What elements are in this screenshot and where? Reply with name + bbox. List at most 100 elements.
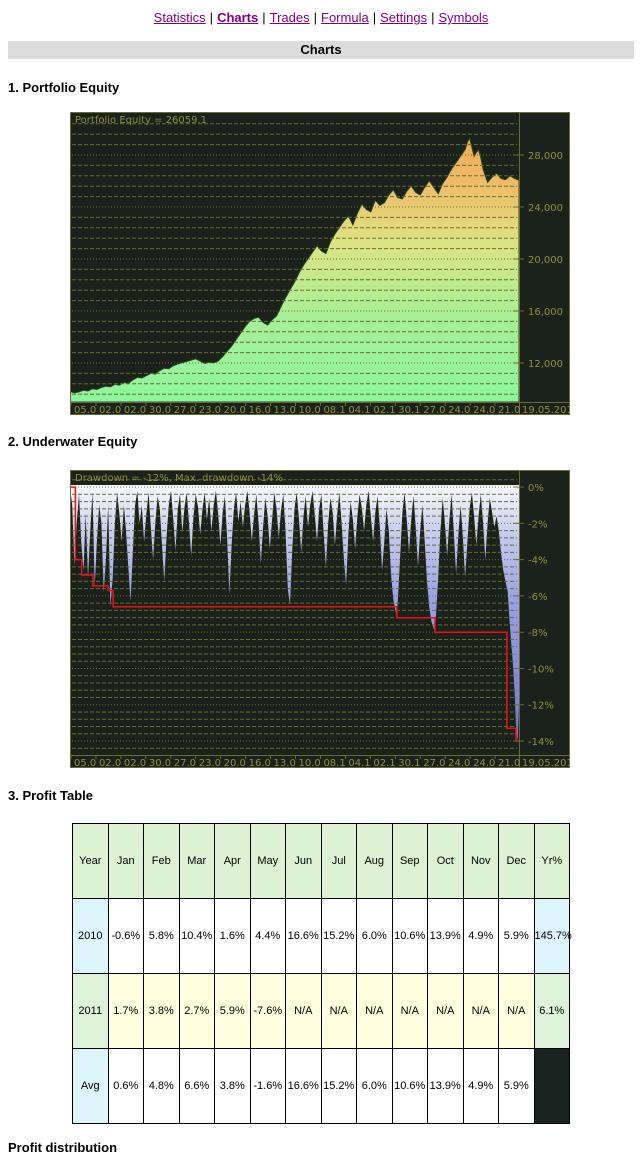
value-cell: 15.2% <box>320 1048 357 1124</box>
nav-link-formula[interactable]: Formula <box>321 10 369 25</box>
value-cell: N/A <box>391 973 428 1049</box>
column-header: Jan <box>107 823 144 899</box>
column-header: Feb <box>143 823 180 899</box>
x-axis-label: 30.0 <box>149 405 171 415</box>
underwater-equity-chart: 0% -2% -4% -6% -8% -10% -12% -14% 05.0 02.0 02.0 30… <box>70 470 570 768</box>
value-cell: 3.8% <box>214 1048 251 1124</box>
column-header: Sep <box>391 823 428 899</box>
max-drawdown-line <box>70 486 519 742</box>
value-cell: N/A <box>356 973 393 1049</box>
y-axis-label: 24,000 <box>528 203 563 214</box>
y-axis-label: -12% <box>528 701 554 712</box>
value-cell: 4.9% <box>462 1048 499 1124</box>
value-cell: 0.6% <box>107 1048 144 1124</box>
x-axis-label: 23.0 <box>199 758 221 768</box>
column-header: Yr% <box>533 823 570 899</box>
portfolio-equity-title: Portfolio Equity = 26059.1 <box>75 115 207 126</box>
y-axis-label: -10% <box>528 664 554 675</box>
section-heading-profit-table: 3. Profit Table <box>8 788 93 803</box>
value-cell: 5.9% <box>498 1048 535 1124</box>
section-heading-underwater-equity: 2. Underwater Equity <box>8 434 138 449</box>
column-header: Jun <box>285 823 322 899</box>
section-heading-profit-distribution: Profit distribution <box>8 1140 118 1155</box>
value-cell: 1.7% <box>107 973 144 1049</box>
value-cell: 5.9% <box>214 973 251 1049</box>
value-cell: 13.9% <box>427 898 464 974</box>
x-axis-label: 10.0 <box>299 758 321 768</box>
column-header: May <box>249 823 286 899</box>
value-cell: 6.0% <box>356 1048 393 1124</box>
x-axis-label: 30.0 <box>149 758 171 768</box>
value-cell: 4.8% <box>143 1048 180 1124</box>
x-axis-label: 24.0 <box>473 758 495 768</box>
x-axis-label: 24.0 <box>448 405 470 415</box>
x-axis-label: 02.1 <box>373 758 395 768</box>
underwater-equity-title: Drawdown = -12%, Max. drawdown -14% <box>75 473 283 484</box>
nav-separator: | <box>313 10 318 25</box>
value-cell: 16.6% <box>285 898 322 974</box>
y-axis-label: -6% <box>528 592 547 603</box>
yr-total-cell <box>533 1048 570 1124</box>
x-axis-label: 24.0 <box>473 405 495 415</box>
x-axis-label: 02.0 <box>124 758 146 768</box>
x-axis-label: 30.1 <box>398 758 420 768</box>
value-cell: 3.8% <box>143 973 180 1049</box>
nav-link-settings[interactable]: Settings <box>380 10 428 25</box>
value-cell: -0.6% <box>107 898 144 974</box>
x-axis-label: 16.0 <box>249 405 271 415</box>
nav-link-trades[interactable]: Trades <box>269 10 310 25</box>
nav-separator: | <box>262 10 266 25</box>
nav-separator: | <box>372 10 377 25</box>
x-axis-label: 02.0 <box>99 405 121 415</box>
x-axis-label: 13.0 <box>274 405 296 415</box>
year-cell: Avg <box>72 1048 109 1124</box>
x-axis-label: 30.1 <box>398 405 420 415</box>
nav-separator: | <box>209 10 214 25</box>
value-cell: N/A <box>285 973 322 1049</box>
column-header: Oct <box>427 823 464 899</box>
x-axis-label: 02.1 <box>373 405 395 415</box>
x-axis-end-date: 19.05.2011 <box>522 758 570 768</box>
value-cell: -7.6% <box>249 973 286 1049</box>
x-axis-label: 23.0 <box>199 405 221 415</box>
y-axis-label: 12,000 <box>528 359 563 370</box>
value-cell: 1.6% <box>214 898 251 974</box>
x-axis-label: 27.0 <box>423 405 445 415</box>
y-axis-label: -4% <box>528 556 547 567</box>
underwater-equity-area <box>70 487 519 741</box>
value-cell: 10.6% <box>391 1048 428 1124</box>
profit-table-wrap: Year Jan Feb Mar Apr May Jun Jul Aug Sep Oct Nov Dec… <box>72 823 572 1124</box>
x-axis-label: 20.0 <box>224 405 246 415</box>
x-axis-label: 27.0 <box>174 758 196 768</box>
column-header: Mar <box>178 823 215 899</box>
value-cell: 10.6% <box>391 898 428 974</box>
nav-link-symbols[interactable]: Symbols <box>438 10 489 25</box>
y-axis-label: 0% <box>528 483 544 494</box>
x-axis-label: 08.1 <box>323 405 345 415</box>
y-axis-label: -8% <box>528 628 547 639</box>
x-axis-label: 04.1 <box>348 405 370 415</box>
x-axis-label: 20.0 <box>224 758 246 768</box>
column-header: Year <box>72 823 109 899</box>
x-axis-end-date: 19.05.2011 <box>522 405 570 415</box>
value-cell: N/A <box>320 973 357 1049</box>
nav-separator: | <box>431 10 435 25</box>
value-cell: 4.4% <box>249 898 286 974</box>
x-axis-label: 24.0 <box>448 758 470 768</box>
value-cell: 5.9% <box>498 898 535 974</box>
section-heading-portfolio-equity: 1. Portfolio Equity <box>8 80 120 95</box>
nav-link-charts[interactable]: Charts <box>217 10 259 25</box>
column-header: Apr <box>214 823 251 899</box>
y-axis-label: 16,000 <box>528 307 563 318</box>
column-header: Dec <box>498 823 535 899</box>
x-axis-label: 04.1 <box>348 758 370 768</box>
x-axis-label: 27.0 <box>423 758 445 768</box>
column-header: Jul <box>320 823 357 899</box>
value-cell: 6.0% <box>356 898 393 974</box>
yr-total-cell: 145.7% <box>533 898 572 974</box>
nav-link-statistics[interactable]: Statistics <box>153 10 206 25</box>
profit-table: Year Jan Feb Mar Apr May Jun Jul Aug Sep Oct Nov Dec… <box>72 823 572 1124</box>
underwater-equity-svg: 0%-2%-4%-6%-8%-10%-12%-14%05.0 02.0 02.0 30… <box>70 470 570 768</box>
year-cell: 2010 <box>72 898 109 974</box>
